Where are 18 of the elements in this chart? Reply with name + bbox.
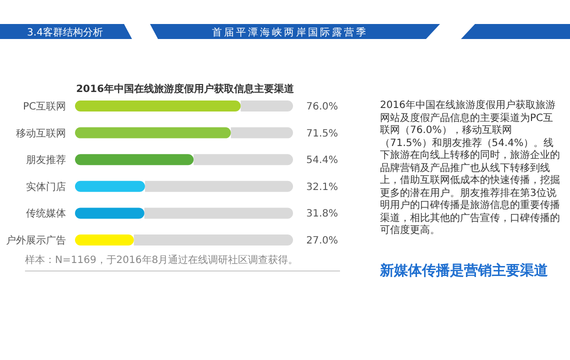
y-tick-label: 传统媒体: [26, 208, 66, 220]
data-label: 31.8%: [306, 208, 338, 220]
data-label: 27.0%: [306, 236, 338, 246]
text: 2016年中国在线旅游度假用户获取旅游网站及度假产品信息的主要渠道为PC互联网（76.0%），移动互联网（71.5%）和朋友推荐（54.4%）。线下旅游在向线上转移的同时，旅游企业的品牌营销及产品推广也从线下转移到线上，借助互联网低成本的快速传播，挖掘更多的潜在用户。朋友推荐排在第3位说明用户的口碑传播是旅游信息的重要传播渠道，相比其他的广告宣传，口碑传播的可信度更高。: [380, 100, 560, 236]
data-label: 76.0%: [306, 102, 338, 112]
text: 首届平潭海峡两岸国际露营季: [212, 26, 368, 38]
data-label: 32.1%: [306, 182, 338, 193]
data-label: 54.4%: [306, 155, 338, 166]
data-label: 71.5%: [306, 128, 338, 140]
text: 新媒体传播是营销主要渠道: [380, 262, 549, 280]
chart-title: 2016年中国在线旅游度假用户获取信息主要渠道: [76, 83, 295, 95]
text: 样本：N=1169，于2016年8月通过在线调研社区调查获得。: [25, 254, 298, 266]
y-tick-label: 户外展示广告: [6, 234, 66, 246]
y-tick-label: 移动互联网: [16, 127, 66, 140]
y-tick-label: 实体门店: [26, 180, 66, 193]
y-tick-label: PC互联网: [22, 100, 66, 112]
text: 3.4客群结构分析: [27, 26, 103, 38]
y-tick-label: 朋友推荐: [26, 154, 66, 166]
